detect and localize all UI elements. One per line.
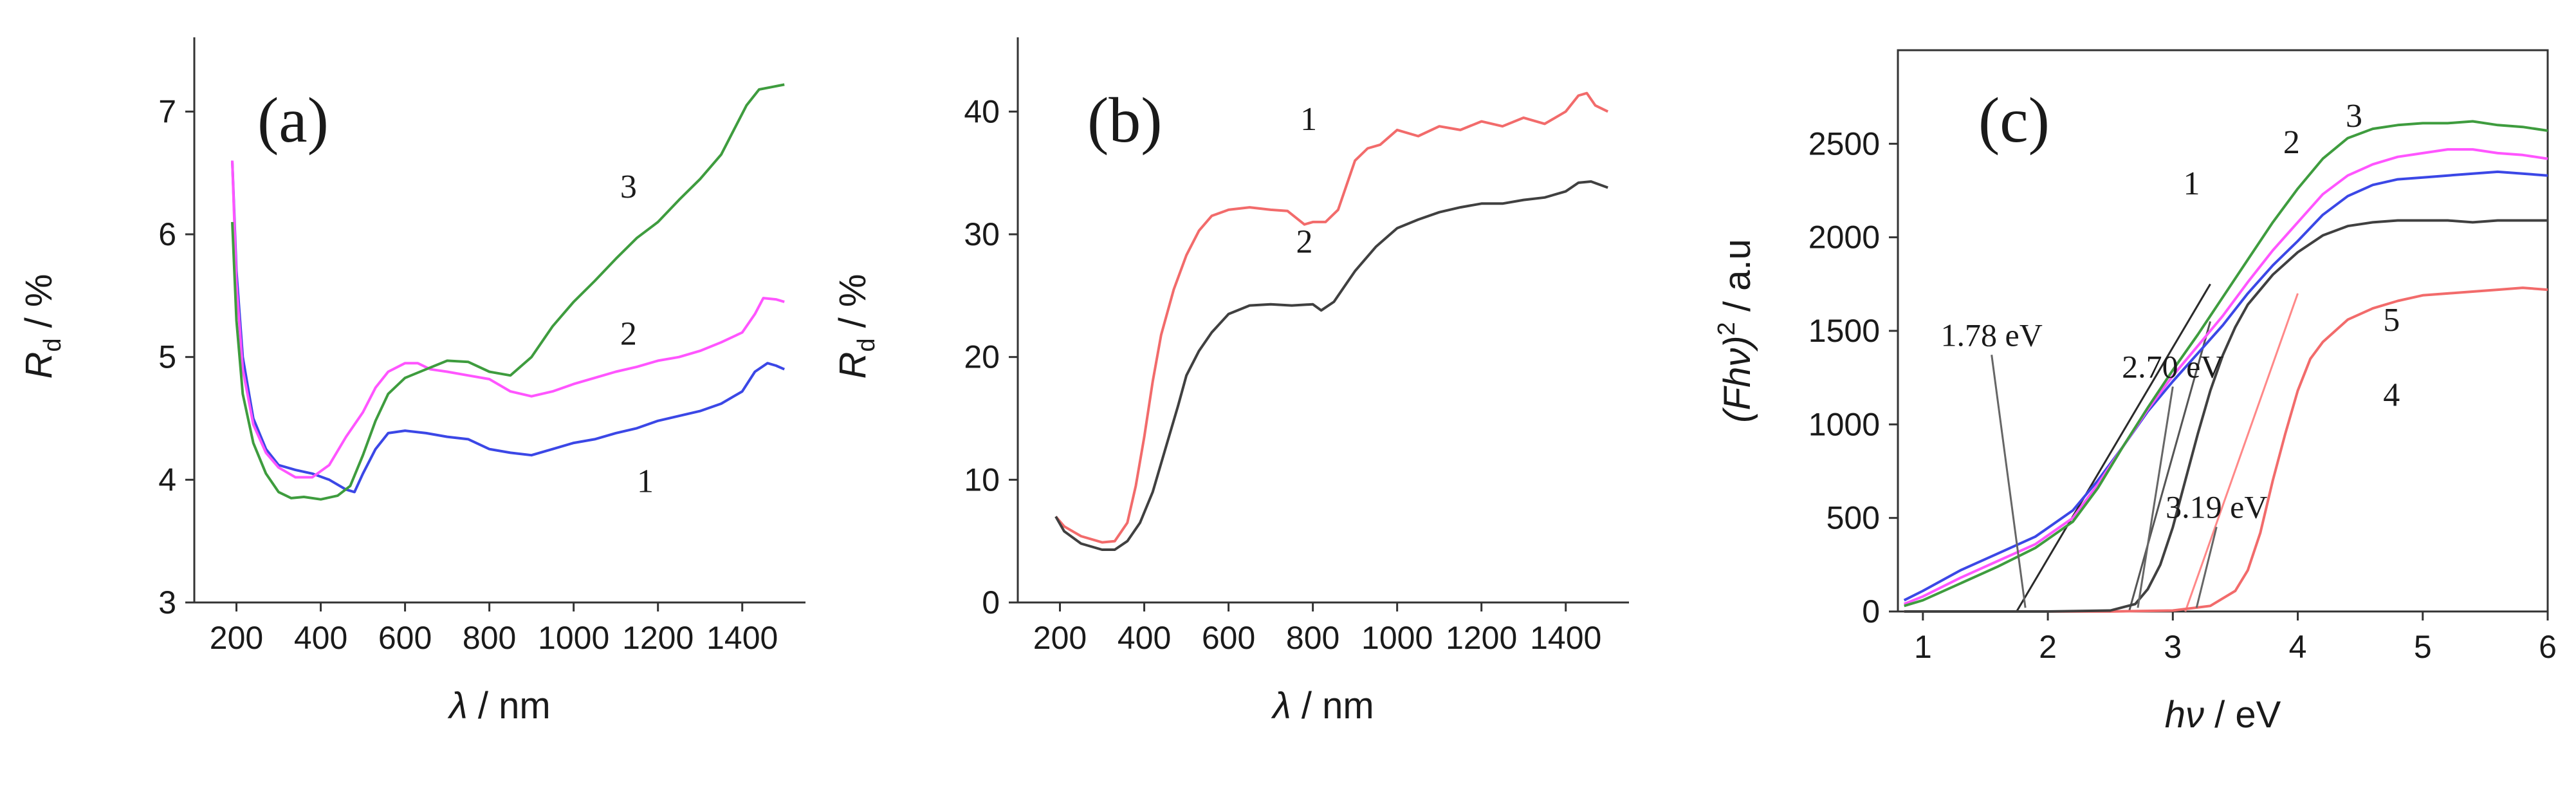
y-tick-label: 500 <box>1826 500 1880 536</box>
panel-label: (c) <box>1978 84 2050 156</box>
x-tick-label: 1400 <box>1530 620 1601 656</box>
x-tick-label: 1000 <box>538 620 609 656</box>
series-label-1: 1 <box>1300 101 1317 138</box>
y-tick-label: 1000 <box>1808 406 1880 442</box>
y-tick-label: 3 <box>158 584 176 620</box>
series-line-2 <box>1054 180 1608 551</box>
x-tick-label: 600 <box>1202 620 1255 656</box>
x-tick-label: 1000 <box>1361 620 1433 656</box>
x-axis-label: hν / eV <box>2165 694 2281 736</box>
annotation-arrow <box>2137 386 2174 608</box>
series-line-3 <box>1904 120 2548 608</box>
series-label-3: 3 <box>620 169 637 205</box>
series-line-5 <box>1904 219 2548 613</box>
x-axis-label: λ / nm <box>1271 685 1374 727</box>
y-tick-label: 20 <box>964 339 1000 375</box>
x-tick-label: 4 <box>2289 629 2307 665</box>
x-tick-label: 6 <box>2539 629 2557 665</box>
x-tick-label: 2 <box>2039 629 2057 665</box>
x-tick-label: 400 <box>294 620 347 656</box>
y-axis-label: Rd / % <box>18 274 66 379</box>
x-tick-label: 3 <box>2164 629 2182 665</box>
series-line-1 <box>1903 170 2548 602</box>
x-tick-label: 1 <box>1914 629 1932 665</box>
series-line-1 <box>1054 91 1609 544</box>
y-tick-label: 6 <box>158 216 176 252</box>
series-label-2: 2 <box>620 316 637 353</box>
annotation-label: 3.19 eV <box>2166 489 2267 525</box>
annotation-arrow <box>2195 527 2218 608</box>
series-label-5: 5 <box>2383 302 2400 339</box>
x-tick-label: 5 <box>2414 629 2432 665</box>
y-tick-label: 30 <box>964 216 1000 252</box>
series-line-2 <box>1903 148 2548 606</box>
annotation-arrow <box>1991 355 2027 608</box>
panel-label: (a) <box>257 84 329 156</box>
tangent-line <box>2016 283 2211 612</box>
y-tick-label: 0 <box>1862 593 1880 630</box>
series-label-1: 1 <box>637 463 654 499</box>
y-tick-label: 2000 <box>1808 219 1880 256</box>
y-axis-label: (Fhν)2 / a.u <box>1713 239 1758 422</box>
annotation-label: 2.70 eV <box>2122 349 2223 385</box>
series-line-1 <box>231 160 785 494</box>
x-tick-label: 600 <box>378 620 432 656</box>
series-line-4 <box>1904 286 2548 613</box>
x-tick-label: 1200 <box>622 620 694 656</box>
y-tick-label: 4 <box>158 462 176 498</box>
y-tick-label: 0 <box>982 584 1000 620</box>
x-tick-label: 200 <box>210 620 263 656</box>
y-tick-label: 7 <box>158 93 176 129</box>
tangent-line <box>2184 293 2299 612</box>
series-line-3 <box>231 83 785 501</box>
panel-c: 1 2 3 4 5 6 0 500 1000 1500 2000 2500 hν / eV (Fhν)2 … <box>1713 49 2557 736</box>
x-tick-label: 1400 <box>706 620 778 656</box>
series-label-1: 1 <box>2183 165 2200 202</box>
x-tick-label: 800 <box>1286 620 1339 656</box>
y-tick-label: 40 <box>964 93 1000 129</box>
series-line-2 <box>231 160 785 479</box>
x-tick-label: 800 <box>463 620 516 656</box>
annotation-label: 1.78 eV <box>1941 317 2043 353</box>
series-label-2: 2 <box>2283 124 2300 161</box>
tangent-line <box>2128 321 2212 612</box>
y-tick-label: 1500 <box>1808 313 1880 349</box>
series-label-2: 2 <box>1296 224 1313 261</box>
series-label-4: 4 <box>2383 377 2400 413</box>
x-tick-label: 1200 <box>1446 620 1517 656</box>
panel-label: (b) <box>1087 84 1163 156</box>
panel-a: 200 400 600 800 1000 1200 1400 3 4 5 6 7 λ / nm Rd / … <box>18 37 805 727</box>
x-tick-label: 200 <box>1033 620 1087 656</box>
x-tick-label: 400 <box>1118 620 1171 656</box>
y-axis-label: Rd / % <box>832 274 880 379</box>
y-tick-label: 10 <box>964 462 1000 498</box>
y-tick-label: 2500 <box>1808 126 1880 162</box>
x-axis-label: λ / nm <box>447 685 550 727</box>
series-label-3: 3 <box>2346 98 2362 135</box>
y-tick-label: 5 <box>158 339 176 375</box>
panel-b: 200 400 600 800 1000 1200 1400 0 10 20 30 40 λ / nm R… <box>832 37 1629 727</box>
